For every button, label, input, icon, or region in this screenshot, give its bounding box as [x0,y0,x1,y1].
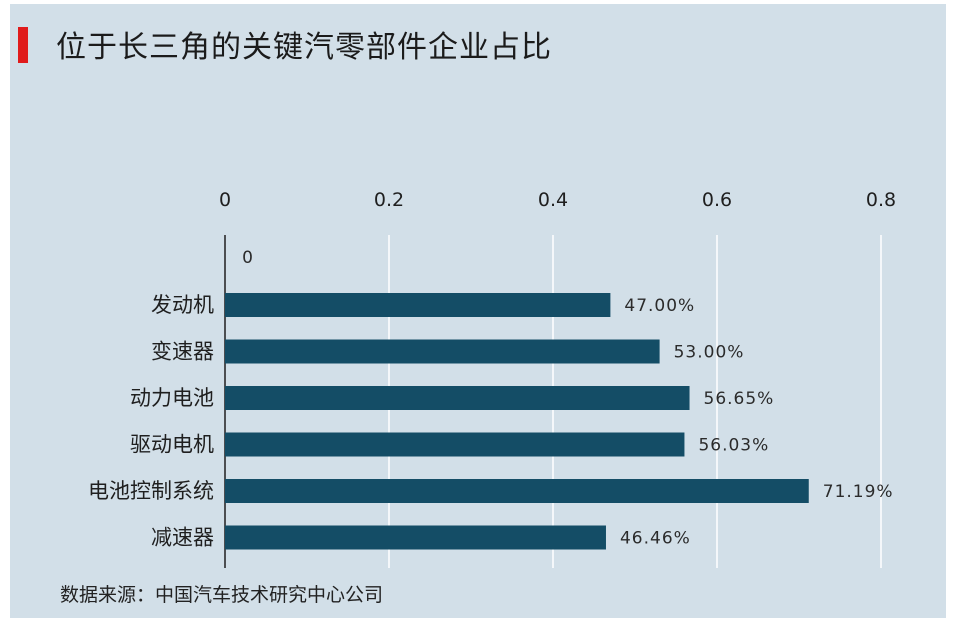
data-label: 56.03% [698,436,769,456]
data-label: 53.00% [674,343,745,363]
x-tick-label: 0.2 [374,189,404,211]
data-label: 47.00% [624,296,695,316]
bar [225,293,611,317]
bar [225,525,606,550]
bar [225,386,690,410]
category-label: 减速器 [151,526,214,550]
chart-title: 位于长三角的关键汽零部件企业占比 [56,30,552,65]
category-label: 发动机 [151,293,214,317]
bar [225,479,809,503]
data-label: 56.65% [704,389,775,409]
bar [225,432,685,457]
x-tick-label: 0 [219,189,231,211]
x-tick-label: 0.6 [702,189,732,211]
category-label: 动力电池 [130,386,214,410]
data-label: 71.19% [823,482,894,502]
category-label: 驱动电机 [130,433,214,457]
category-label: 变速器 [151,340,214,364]
source-note: 数据来源：中国汽车技术研究中心公司 [60,584,384,606]
bar [225,339,660,364]
zero-label: 0 [242,248,254,268]
data-label: 46.46% [620,529,691,549]
x-tick-label: 0.8 [866,189,896,211]
title-accent-bar [18,27,28,63]
category-label: 电池控制系统 [88,479,214,503]
x-tick-label: 0.4 [538,189,568,211]
